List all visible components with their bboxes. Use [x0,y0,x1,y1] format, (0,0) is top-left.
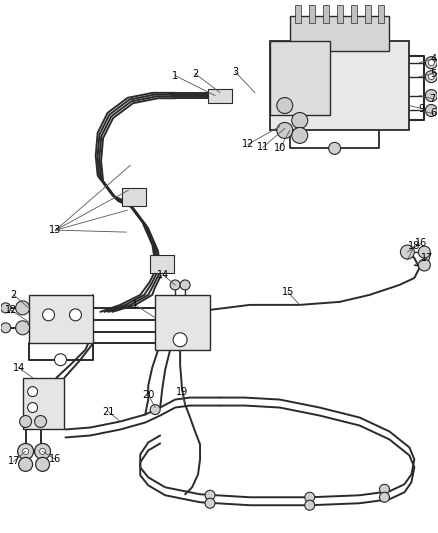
Text: 5: 5 [430,69,436,78]
Text: 7: 7 [429,93,435,103]
Text: 10: 10 [274,143,286,154]
Circle shape [35,416,46,427]
Text: 2: 2 [192,69,198,78]
Circle shape [180,280,190,290]
Bar [295,5,301,23]
Bar [378,5,385,23]
Text: 4: 4 [430,54,436,63]
Circle shape [425,71,437,83]
Circle shape [425,56,437,69]
Text: 14: 14 [13,362,25,373]
Circle shape [54,354,67,366]
Circle shape [23,448,28,455]
Circle shape [39,448,46,455]
Circle shape [305,492,314,502]
Text: 17: 17 [7,456,20,466]
Text: 18: 18 [408,241,420,251]
Circle shape [35,443,50,459]
Circle shape [305,500,314,510]
Text: 2: 2 [11,290,17,300]
Circle shape [42,309,54,321]
Circle shape [428,60,434,66]
Circle shape [400,245,414,259]
Circle shape [173,333,187,347]
Circle shape [18,443,34,459]
Bar [337,5,343,23]
Circle shape [205,490,215,500]
Circle shape [328,142,341,155]
Text: 13: 13 [49,225,62,235]
Text: 9: 9 [418,103,424,114]
Circle shape [425,104,437,117]
Circle shape [292,112,308,128]
Circle shape [277,123,293,139]
Bar [122,188,146,206]
Bar [270,41,410,131]
Circle shape [20,416,32,427]
Circle shape [28,386,38,397]
Text: 20: 20 [142,390,155,400]
Circle shape [428,74,434,79]
Bar [309,5,314,23]
Text: 12: 12 [242,140,254,149]
Circle shape [16,321,30,335]
Circle shape [170,280,180,290]
Bar [290,16,389,51]
Circle shape [1,303,11,313]
Circle shape [425,90,437,101]
Bar [208,88,232,102]
Text: 21: 21 [102,407,115,416]
Circle shape [277,98,293,114]
Text: 16: 16 [415,238,427,248]
Bar [28,295,93,343]
Bar [150,255,174,273]
Circle shape [35,457,49,471]
Circle shape [379,484,389,494]
Text: 19: 19 [176,386,188,397]
Circle shape [70,309,81,321]
Circle shape [19,457,32,471]
Bar [350,5,357,23]
Text: 16: 16 [49,455,62,464]
Text: 11: 11 [257,142,269,152]
Circle shape [16,301,30,315]
Text: 12: 12 [4,305,17,315]
Circle shape [205,498,215,508]
Text: 1: 1 [132,300,138,310]
Text: 6: 6 [430,109,436,118]
Circle shape [379,492,389,502]
Circle shape [418,259,430,271]
Bar [323,5,328,23]
Bar [270,41,330,116]
Circle shape [28,402,38,413]
Text: 3: 3 [232,67,238,77]
Bar [364,5,371,23]
Circle shape [292,127,308,143]
Bar [155,295,210,350]
Text: 17: 17 [421,253,434,263]
Circle shape [150,405,160,415]
Circle shape [1,323,11,333]
Text: 14: 14 [157,270,170,280]
Text: 15: 15 [282,287,294,297]
Bar [23,378,64,430]
Circle shape [418,246,430,258]
Text: 1: 1 [172,70,178,80]
